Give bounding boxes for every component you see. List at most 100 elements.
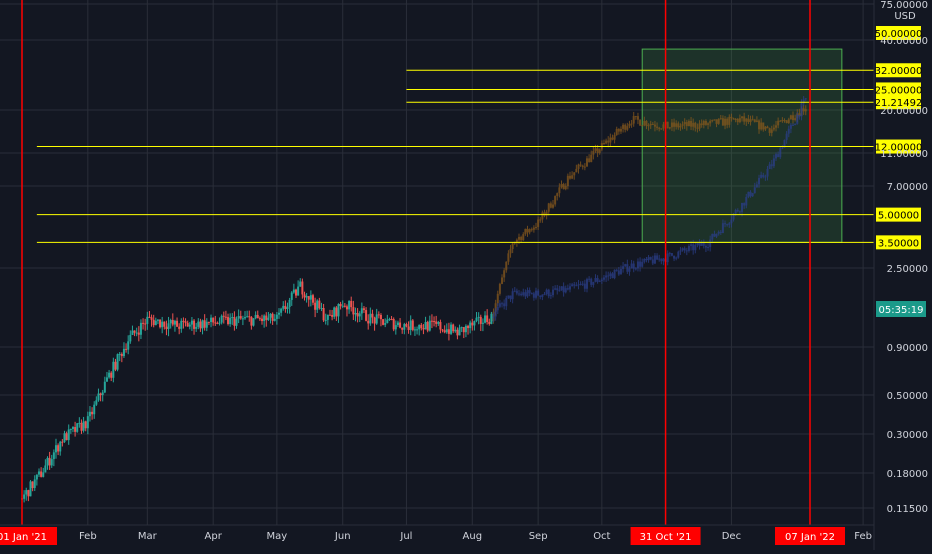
projection-candle-body (681, 124, 684, 126)
projection-candle-body (617, 128, 620, 132)
price-candle-body (93, 404, 96, 415)
projection-candle-body (579, 283, 582, 285)
price-candle-body (227, 317, 230, 325)
projection-candle-body (624, 124, 627, 130)
price-candle-body (78, 422, 81, 424)
price-candle-body (144, 323, 147, 325)
price-candle-body (250, 316, 253, 326)
price-candle-body (275, 314, 278, 319)
projection-candle-body (562, 286, 565, 293)
price-candle-body (258, 318, 261, 320)
projection-candle-body (581, 283, 584, 285)
price-candle-body (267, 317, 270, 320)
price-candle-body (52, 452, 55, 460)
price-candle-body (282, 305, 285, 309)
y-tick-label: 7.00000 (887, 182, 928, 193)
projection-candle-body (721, 223, 724, 233)
price-candle-body (320, 308, 323, 310)
projection-candle-body (711, 233, 714, 240)
projection-candle-body (492, 316, 495, 319)
price-candle-body (424, 321, 427, 330)
projection-candle-body (730, 116, 733, 119)
price-candle-body (216, 322, 219, 324)
projection-candle-body (598, 149, 601, 153)
projection-candle-body (653, 255, 656, 264)
price-candle-body (101, 392, 104, 396)
projection-candle-body (520, 293, 523, 296)
projection-candle-body (596, 148, 599, 153)
projection-candle-body (792, 124, 795, 126)
price-candle-body (33, 479, 36, 489)
projection-candle-body (734, 210, 737, 214)
projection-candle-body (681, 248, 684, 251)
price-candle-body (326, 314, 329, 320)
horizontal-lines-layer[interactable]: 50.00000 32.00000 25.00000 21.21492 12.00000… (36, 26, 922, 250)
projection-candle-body (518, 236, 521, 240)
projection-candle-body (647, 257, 650, 261)
price-candle-body (352, 307, 355, 315)
projection-candle-body (668, 253, 671, 255)
price-candle-body (84, 421, 87, 429)
level-label-badge (876, 63, 921, 78)
price-candle-body (467, 325, 470, 329)
projection-candle-body (632, 263, 635, 269)
level-label-text: 5.00000 (878, 211, 919, 222)
projection-candle-body (698, 242, 701, 246)
projection-candle-body (530, 293, 533, 295)
projection-candle-body (713, 233, 716, 237)
price-candle-body (239, 316, 242, 319)
price-candle-body (48, 457, 51, 466)
projection-candle-body (673, 255, 676, 259)
projection-candle-body (679, 250, 682, 252)
projection-candle-body (641, 125, 644, 127)
x-tick-label: Oct (593, 531, 610, 542)
y-tick-label: 0.90000 (887, 343, 928, 354)
projection-candle-body (643, 120, 646, 126)
price-candle-body (322, 308, 325, 321)
projection-candle-body (530, 229, 533, 231)
price-candle-body (390, 319, 393, 321)
time-axis[interactable]: Feb Mar Apr May Jun Jul Aug Sep Oct Dec Feb 01 Jan … (0, 527, 872, 545)
projection-candle-body (783, 120, 786, 122)
projection-candle-body (653, 124, 656, 127)
price-candle-body (69, 428, 72, 430)
price-candle-body (399, 322, 402, 328)
price-candle-body (241, 318, 244, 320)
price-candle-body (443, 330, 446, 333)
projection-candle-body (719, 231, 722, 233)
price-axis[interactable]: 75.00000 40.00000 20.00000 11.00000 7.00000 2… (876, 0, 928, 515)
x-tick-label: Feb (79, 531, 97, 542)
projection-candle-body (605, 140, 608, 144)
projection-candle-body (692, 244, 695, 251)
price-candle-body (447, 329, 450, 334)
price-candle-body (74, 427, 77, 432)
projection-candle-body (585, 279, 588, 289)
projection-candle-body (581, 165, 584, 167)
projection-candle-body (543, 212, 546, 216)
projection-candle-body (670, 253, 673, 256)
projection-candle-body (715, 119, 718, 124)
price-candle-body (271, 313, 274, 321)
price-candle-body (288, 299, 291, 308)
price-candle-body (360, 308, 363, 314)
price-candle-body (335, 307, 338, 317)
projection-candle-body (775, 154, 778, 159)
price-candle-body (116, 354, 119, 370)
price-candle-body (163, 321, 166, 327)
projection-candle-body (590, 154, 593, 163)
price-candle-body (371, 313, 374, 318)
projection-candle-body (541, 294, 544, 298)
projection-candle-body (522, 292, 525, 296)
projection-candle-body (775, 125, 778, 128)
price-candle-body (76, 423, 79, 432)
projection-candle-body (613, 134, 616, 140)
price-candle-body (473, 320, 476, 326)
projection-candle-body (636, 116, 639, 120)
vertical-lines-layer[interactable] (21, 0, 811, 525)
x-tick-label: May (267, 531, 288, 542)
date-marker-label: 31 Oct '21 (640, 532, 692, 543)
projection-candle-body (518, 293, 521, 295)
projection-candle-body (545, 289, 548, 295)
projection-candle-body (511, 291, 514, 300)
